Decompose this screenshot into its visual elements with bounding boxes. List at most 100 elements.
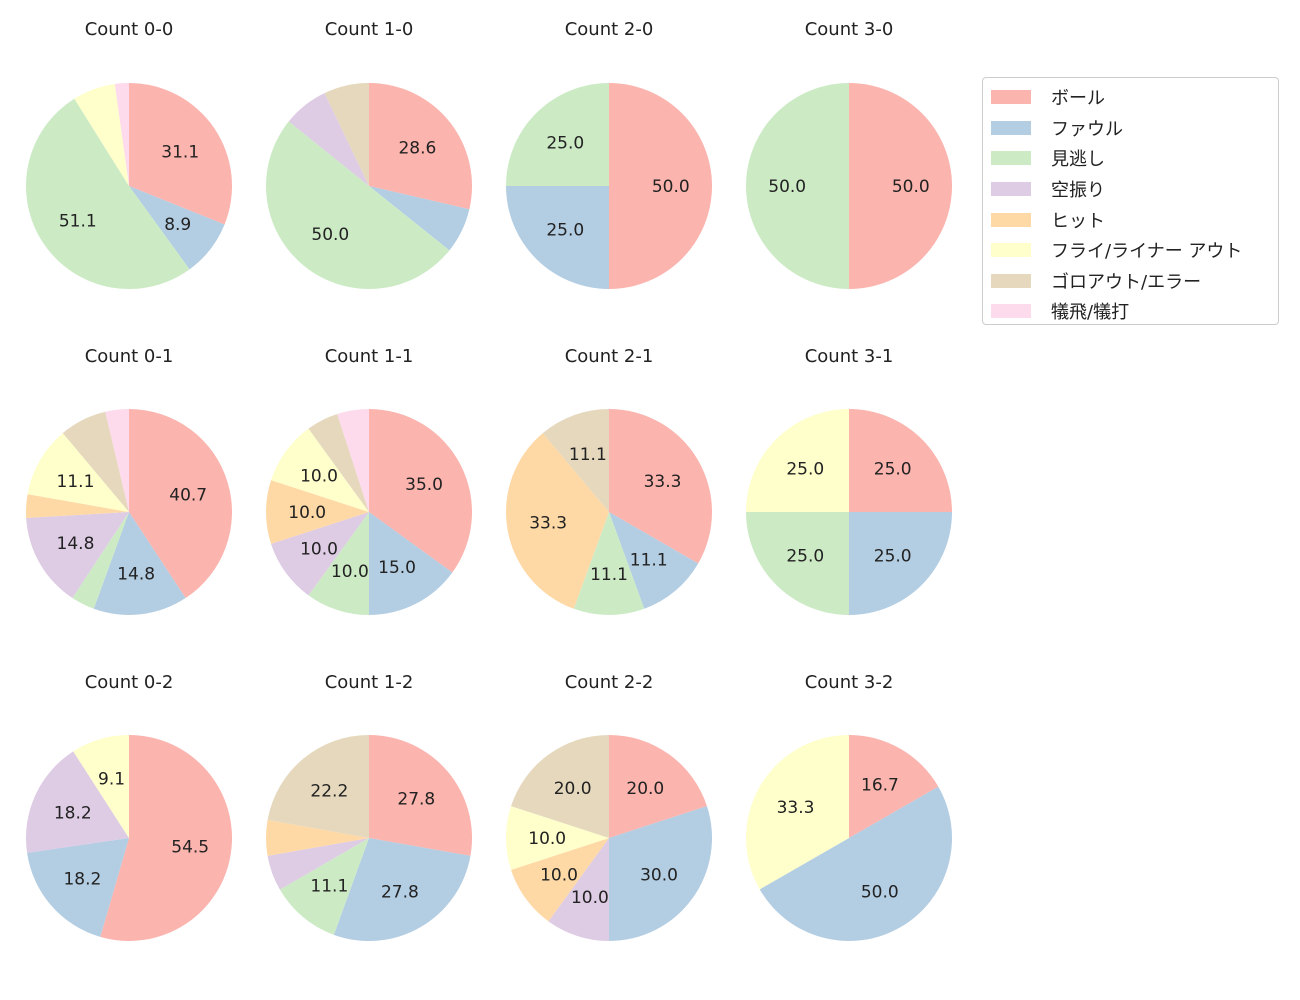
pie-slice xyxy=(511,838,609,922)
slice-label: 18.2 xyxy=(63,870,101,890)
pie-slice xyxy=(542,409,609,512)
pie-slice xyxy=(105,409,129,512)
pie-slice xyxy=(369,735,472,856)
pie-chart: Count 3-2 16.7 50.0 33.3 xyxy=(745,672,952,941)
pie-slice xyxy=(609,512,699,609)
pie-slice xyxy=(745,735,849,890)
slice-label: 9.1 xyxy=(98,770,125,790)
pie-slice xyxy=(73,735,129,838)
pie-slice xyxy=(62,411,129,512)
slice-label: 18.2 xyxy=(54,803,92,823)
legend-label: 見逃し xyxy=(1051,149,1105,171)
legend-label: ボール xyxy=(1051,88,1105,110)
legend-label: 空振り xyxy=(1051,180,1105,202)
pie-slice xyxy=(267,735,369,838)
pie-chart: Count 1-0 28.6 50.0 xyxy=(265,19,472,290)
pie-slice xyxy=(609,806,712,941)
legend-swatch xyxy=(991,151,1031,166)
slice-label: 27.8 xyxy=(397,789,435,809)
legend-item: ファウル xyxy=(983,113,1278,144)
slice-label: 10.0 xyxy=(540,865,578,885)
pie-title: Count 3-1 xyxy=(805,346,894,367)
pie-slice xyxy=(506,433,609,609)
pie-slice xyxy=(26,512,130,599)
pie-title: Count 2-0 xyxy=(565,19,654,40)
pie-slice xyxy=(93,512,186,615)
pie-slice xyxy=(271,428,369,512)
slice-label: 11.1 xyxy=(57,472,95,492)
pie-title: Count 3-2 xyxy=(805,672,894,693)
legend-label: ファウル xyxy=(1051,118,1123,140)
pie-slice xyxy=(511,735,609,838)
slice-label: 50.0 xyxy=(768,177,806,197)
slice-label: 10.0 xyxy=(300,467,338,487)
slice-label: 25.0 xyxy=(546,133,584,153)
pie-chart: Count 2-133.311.111.133.311.1 xyxy=(506,346,712,615)
pie-slice xyxy=(609,735,707,838)
slice-label: 20.0 xyxy=(554,779,592,799)
pie-slice xyxy=(506,83,609,186)
pie-title: Count 0-1 xyxy=(85,346,174,367)
pie-slice xyxy=(129,409,232,599)
slice-label: 31.1 xyxy=(161,142,199,162)
legend-label: フライ/ライナー アウト xyxy=(1051,241,1243,263)
pie-chart: Count 0-0 31.1 8.9 51.1 xyxy=(25,19,233,289)
legend-label: 犠飛/犠打 xyxy=(1051,302,1130,324)
pie-chart: Count 0-2 54.5 18.2 18.2 9.1 xyxy=(25,672,232,942)
pie-slice xyxy=(759,786,952,941)
pie-slice xyxy=(129,83,233,225)
legend-item: ヒット xyxy=(983,204,1278,235)
pie-slice xyxy=(265,121,450,290)
pie-chart: Count 2-0 50.0 25.0 25.0 xyxy=(506,19,712,289)
legend-item: フライ/ライナー アウト xyxy=(983,235,1278,266)
legend-swatch xyxy=(991,90,1031,105)
pie-slice xyxy=(609,83,712,289)
slice-label: 50.0 xyxy=(311,225,349,245)
slice-label: 25.0 xyxy=(546,221,584,241)
slice-label: 10.0 xyxy=(288,503,326,523)
legend-item: 見逃し xyxy=(983,143,1278,174)
pie-slice xyxy=(609,409,712,564)
pie-chart: Count 3-1 25.0 25.0 25.0 25.0 xyxy=(746,346,952,615)
pie-slice xyxy=(271,512,369,596)
slice-label: 54.5 xyxy=(171,838,209,858)
pie-slice xyxy=(114,83,129,186)
legend-swatch xyxy=(991,273,1031,288)
pie-slice xyxy=(746,409,849,512)
slice-label: 25.0 xyxy=(874,459,912,479)
slice-label: 33.3 xyxy=(529,514,567,534)
pie-title: Count 3-0 xyxy=(805,19,894,40)
slice-label: 51.1 xyxy=(59,212,97,232)
pie-slice xyxy=(849,512,952,615)
slice-label: 50.0 xyxy=(861,883,899,903)
pie-slice xyxy=(288,93,369,186)
slice-label: 15.0 xyxy=(378,558,416,578)
pie-slice xyxy=(27,433,129,512)
slice-label: 28.6 xyxy=(398,139,436,159)
legend-swatch xyxy=(991,243,1031,258)
pie-title: Count 0-0 xyxy=(85,19,174,40)
slice-label: 10.0 xyxy=(571,888,609,908)
slice-label: 35.0 xyxy=(405,475,443,495)
legend: ボール ファウル 見逃し 空振り ヒット フライ/ライナー アウト ゴロアウト/エラー 犠飛/… xyxy=(982,77,1279,325)
pie-chart: Count 3-0 50.0 50.0 xyxy=(746,19,952,289)
pie-slice xyxy=(266,480,369,544)
pie-slice xyxy=(25,494,129,518)
pie-slice xyxy=(25,751,129,853)
slice-label: 25.0 xyxy=(786,459,824,479)
slice-label: 33.3 xyxy=(777,798,815,818)
slice-label: 30.0 xyxy=(640,865,678,885)
slice-label: 11.1 xyxy=(630,550,668,570)
pie-slice xyxy=(129,186,225,270)
pie-slice xyxy=(849,409,952,512)
legend-swatch xyxy=(991,212,1031,227)
slice-label: 10.0 xyxy=(331,562,369,582)
pie-slice xyxy=(506,806,609,870)
pie-chart: Count 2-2 20.0 30.0 10.0 10.0 10.0 20.0 xyxy=(506,672,712,941)
pie-slice xyxy=(324,83,369,186)
slice-label: 11.1 xyxy=(569,445,607,465)
pie-chart: Count 1-2 27.8 27.8 11.1 22.2 xyxy=(266,672,472,941)
slice-label: 25.0 xyxy=(874,547,912,567)
pie-title: Count 2-1 xyxy=(565,346,654,367)
